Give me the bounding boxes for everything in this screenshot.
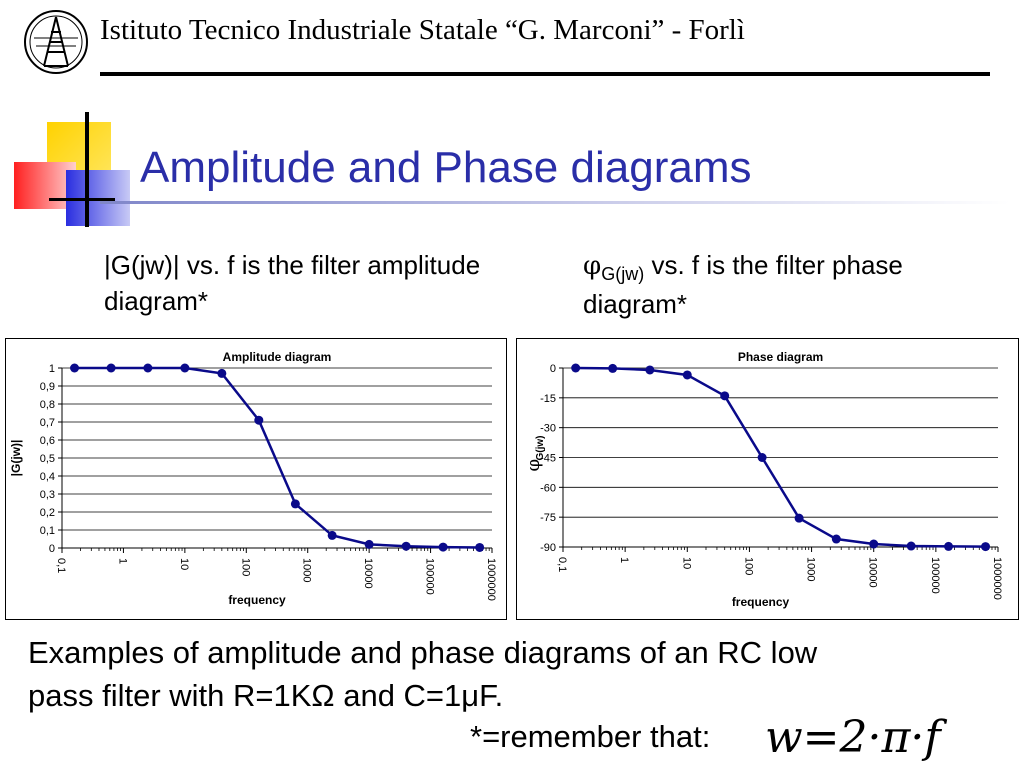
x-tick-label: 1000000 xyxy=(485,558,497,601)
data-point xyxy=(475,542,485,552)
x-axis-label: frequency xyxy=(228,593,286,607)
x-tick-label: 10000 xyxy=(362,558,374,589)
y-tick-label: 0,2 xyxy=(40,507,55,519)
x-tick-label: 0,1 xyxy=(556,557,568,572)
y-tick-label: 0,8 xyxy=(40,399,55,411)
x-tick-label: 100000 xyxy=(424,558,436,595)
data-point xyxy=(906,541,916,551)
x-tick-label: 100 xyxy=(239,558,251,576)
y-tick-label: 0,5 xyxy=(40,453,55,465)
data-point xyxy=(608,363,618,373)
header-rule xyxy=(100,72,990,76)
data-point xyxy=(217,368,227,378)
series-line xyxy=(575,366,986,548)
y-tick-label: 0,4 xyxy=(40,471,55,483)
y-tick-label: -90 xyxy=(540,542,556,554)
deco-vertical-bar xyxy=(85,112,89,227)
y-tick-label: 0 xyxy=(550,363,556,375)
data-point xyxy=(757,453,767,462)
examples-line-2: pass filter with R=1KΩ and C=1μF. xyxy=(28,678,504,713)
omega-formula: w=2·π·f xyxy=(765,712,941,763)
remember-text: *=remember that: xyxy=(470,719,711,754)
data-point xyxy=(327,530,337,540)
y-tick-label: 1 xyxy=(49,363,55,375)
data-point xyxy=(944,541,954,551)
data-point xyxy=(143,363,153,373)
amplitude-chart-frame: Amplitude diagram 0 0,1 0,2 0,3 0,4 0,5 0,6 0,7 0… xyxy=(5,338,507,620)
data-point xyxy=(720,391,730,401)
title-rule xyxy=(100,201,1010,204)
y-axis-label: φG(jw) xyxy=(523,436,546,472)
y-tick-label: 0,3 xyxy=(40,489,55,501)
y-tick-label: 0,9 xyxy=(40,381,55,393)
x-tick-label: 100000 xyxy=(929,557,941,594)
deco-red-square xyxy=(14,162,76,209)
y-tick-label: -60 xyxy=(540,482,556,494)
x-tick-label: 1000000 xyxy=(991,557,1003,600)
data-point xyxy=(571,363,581,373)
slide-title: Amplitude and Phase diagrams xyxy=(140,143,752,192)
x-tick-label: 10 xyxy=(680,557,692,569)
y-tick-label: -75 xyxy=(540,512,556,524)
phi-symbol: φ xyxy=(583,251,602,281)
y-tick-label: 0,7 xyxy=(40,417,55,429)
y-tick-label: 0,1 xyxy=(40,525,55,537)
data-point xyxy=(794,513,804,523)
examples-line-1: Examples of amplitude and phase diagrams… xyxy=(28,635,818,670)
y-tick-label: -45 xyxy=(540,453,556,465)
x-tick-label: 1 xyxy=(618,557,630,563)
amplitude-caption: |G(jw)| vs. f is the filter amplitude di… xyxy=(104,250,481,316)
data-point xyxy=(981,542,991,552)
x-tick-label: 1 xyxy=(116,558,128,564)
data-point xyxy=(254,415,264,425)
x-axis-label: frequency xyxy=(732,595,790,609)
examples-text: Examples of amplitude and phase diagrams… xyxy=(28,631,817,717)
y-tick-label: 0 xyxy=(49,543,55,555)
y-tick-label: -15 xyxy=(540,393,556,405)
phase-caption: φG(jw) vs. f is the filter phase diagram… xyxy=(583,247,963,322)
data-point xyxy=(401,541,411,551)
amplitude-chart: Amplitude diagram00,10,20,30,40,50,60,70… xyxy=(9,350,497,607)
x-tick-label: 1000 xyxy=(805,557,817,581)
y-tick-label: -30 xyxy=(540,423,556,435)
data-point xyxy=(682,370,692,380)
data-point xyxy=(831,534,841,544)
data-point xyxy=(438,542,448,552)
institution-header: Istituto Tecnico Industriale Statale “G.… xyxy=(100,14,745,46)
phase-chart-frame: Phase diagram 0 -15 -30 -45 -60 -75 -90 0,1 1 10 10… xyxy=(516,338,1019,620)
deco-horizontal-bar xyxy=(49,198,115,201)
x-tick-label: 10000 xyxy=(867,557,879,588)
data-point xyxy=(106,363,116,373)
series-line xyxy=(74,366,480,549)
y-axis-label-symbol: φ xyxy=(523,459,544,472)
phase-chart: Phase diagram 0 -15 -30 -45 -60 -75 -900,1 1 10 10… xyxy=(523,350,1003,609)
school-logo-icon xyxy=(24,10,88,74)
data-point xyxy=(869,539,879,549)
data-point xyxy=(180,363,190,373)
phi-subscript: G(jw) xyxy=(601,264,645,284)
x-tick-label: 1000 xyxy=(301,558,313,582)
x-tick-label: 10 xyxy=(178,558,190,570)
data-point xyxy=(70,363,80,373)
chart-title: Phase diagram xyxy=(738,350,823,364)
data-point xyxy=(290,499,300,509)
phase-caption-text: vs. f is the filter phase diagram* xyxy=(583,250,903,319)
y-axis-label-subscript: G(jw) xyxy=(535,436,546,461)
data-point xyxy=(364,539,374,549)
chart-title: Amplitude diagram xyxy=(223,350,332,364)
y-axis-label: |G(jw)| xyxy=(9,440,23,477)
data-point xyxy=(645,365,655,375)
y-tick-label: 0,6 xyxy=(40,435,55,447)
x-tick-label: 100 xyxy=(742,557,754,575)
x-tick-label: 0,1 xyxy=(55,558,67,573)
